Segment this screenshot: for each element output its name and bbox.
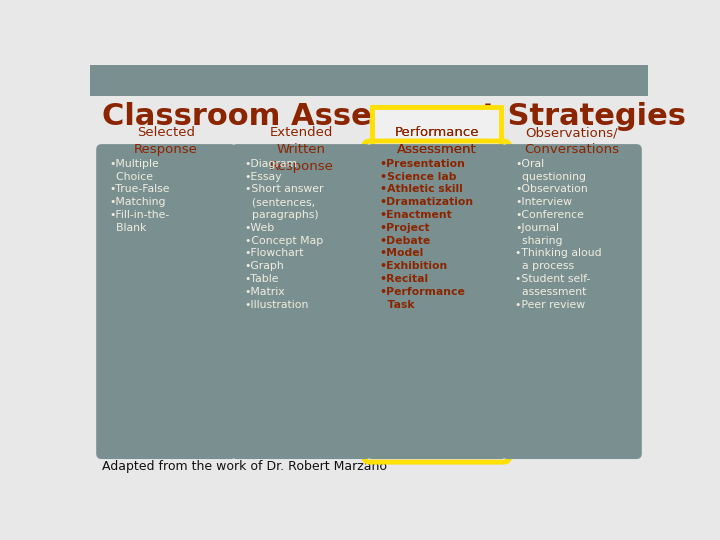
Text: •Diagram
•Essay
•Short answer
  (sentences,
  paragraphs)
•Web
•Concept Map
•Flo: •Diagram •Essay •Short answer (sentences… [245,159,323,309]
FancyBboxPatch shape [231,144,372,459]
Text: Performance
Assessment: Performance Assessment [395,126,479,157]
Text: •Multiple
  Choice
•True-False
•Matching
•Fill-in-the-
  Blank: •Multiple Choice •True-False •Matching •… [109,159,170,233]
Text: •Presentation
•Science lab
•Athletic skill
•Dramatization
•Enactment
•Project
•D: •Presentation •Science lab •Athletic ski… [380,159,474,309]
Text: Selected
Response: Selected Response [134,126,198,157]
FancyBboxPatch shape [502,144,642,459]
Text: Performance
Assessment: Performance Assessment [395,126,479,157]
FancyBboxPatch shape [372,107,501,153]
FancyBboxPatch shape [96,144,236,459]
Text: Adapted from the work of Dr. Robert Marzano: Adapted from the work of Dr. Robert Marz… [102,460,387,473]
Text: Observations/
Conversations: Observations/ Conversations [524,126,619,157]
Text: Extended
Written
Response: Extended Written Response [269,126,333,173]
FancyBboxPatch shape [90,65,648,96]
Text: •Oral
  questioning
•Observation
•Interview
•Conference
•Journal
  sharing
•Thin: •Oral questioning •Observation •Intervie… [515,159,602,309]
FancyBboxPatch shape [366,144,507,459]
Text: Classroom Assessment Strategies: Classroom Assessment Strategies [102,102,685,131]
